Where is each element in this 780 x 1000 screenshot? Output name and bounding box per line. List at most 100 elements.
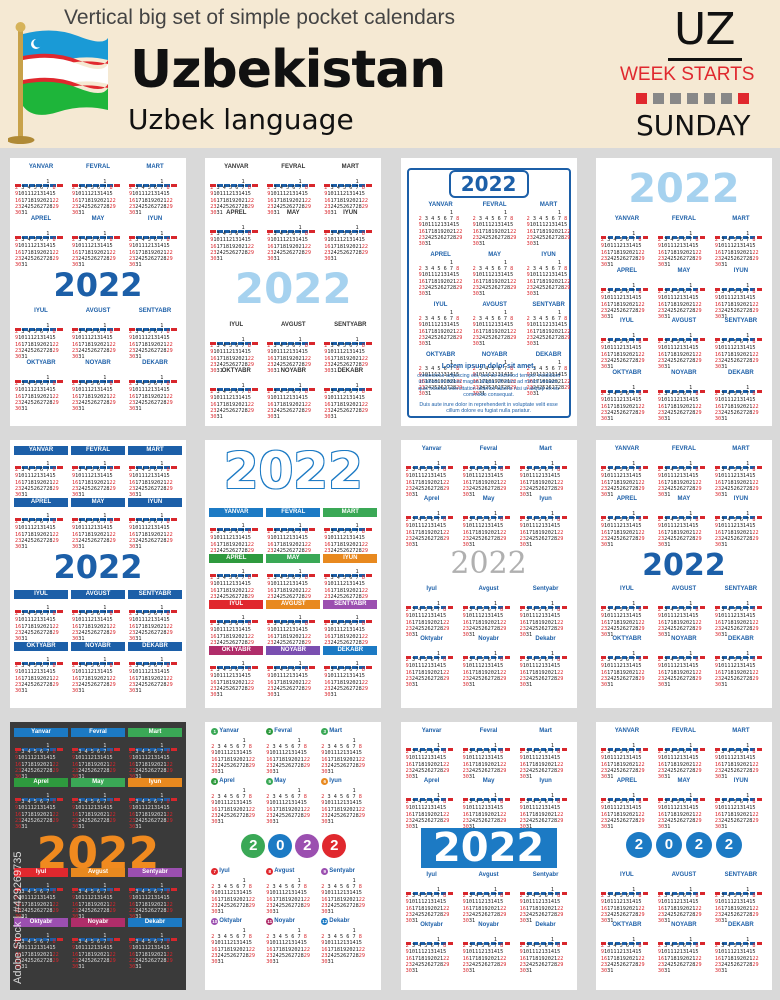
month-label: MART bbox=[146, 164, 164, 170]
month-label: Iyul bbox=[426, 872, 437, 878]
weekday-header bbox=[129, 738, 178, 751]
month-days: 1 2 3 4 5 6 7 8 9101112131415 1617181920… bbox=[15, 605, 59, 643]
weekday-header bbox=[129, 652, 178, 665]
month-days: 1 2 3 4 5 6 7 8 9101112131415 1617181920… bbox=[657, 333, 702, 371]
weekday-header bbox=[600, 788, 650, 801]
month-label: MAY bbox=[266, 554, 321, 563]
month-label: SENTYABR bbox=[128, 590, 182, 599]
month-label: OKTYABR bbox=[209, 646, 264, 655]
weekday-header bbox=[15, 878, 64, 891]
month-days: 1 2 3 4 5 6 7 8 9101112131415 1617181920… bbox=[714, 651, 759, 689]
month-label: YANVAR bbox=[209, 508, 264, 517]
year-digit-circle: 0 bbox=[268, 834, 293, 858]
month-label: Dekabr bbox=[128, 918, 182, 927]
month-days: 1 2 3 4 5 6 7 8 9101112131415 1617181920… bbox=[324, 661, 369, 699]
month-days: 1 2 3 4 5 6 7 8 9101112131415 1617181920… bbox=[600, 937, 645, 975]
weekday-header bbox=[714, 596, 764, 609]
month-days: 1 2 3 4 5 6 7 8 9101112131415 1617181920… bbox=[129, 323, 173, 361]
month-label: Avgust bbox=[478, 586, 499, 592]
month-label: APREL bbox=[616, 268, 638, 274]
weekday-header bbox=[129, 318, 178, 331]
weekday-header bbox=[267, 332, 316, 345]
weekday-header bbox=[657, 596, 707, 609]
month-days: 1 2 3 4 5 6 7 8 9101112131415 1617181920… bbox=[657, 283, 702, 321]
month-days: 1 2 3 4 5 6 7 8 9101112131415 1617181920… bbox=[462, 511, 507, 549]
month-days: 1 2 3 4 5 6 7 8 9101112131415 1617181920… bbox=[714, 461, 759, 499]
page-title: Uzbekistan bbox=[130, 40, 446, 100]
weekday-header bbox=[15, 174, 64, 187]
month-days: 1 2 3 4 5 6 7 8 9101112131415 1617181920… bbox=[72, 657, 116, 695]
month-label: AVGUST bbox=[671, 318, 697, 324]
month-days: 1 2 3 4 5 6 7 8 9101112131415 1617181920… bbox=[600, 385, 645, 423]
month-label: MAY bbox=[677, 778, 691, 784]
weekday-header bbox=[129, 456, 178, 469]
weekday-header bbox=[405, 456, 455, 469]
language-label: Uzbek language bbox=[128, 103, 354, 136]
header: Vertical big set of simple pocket calend… bbox=[0, 0, 780, 148]
weekday-header bbox=[72, 174, 121, 187]
weekday-header bbox=[72, 652, 121, 665]
month-label: IYUN bbox=[323, 554, 378, 563]
weekday-squares bbox=[636, 93, 749, 104]
month-days: 1 2 3 4 5 6 7 8 9101112131415 1617181920… bbox=[266, 878, 311, 916]
month-days: 1 2 3 4 5 6 7 8 9101112131415 1617181920… bbox=[657, 461, 702, 499]
month-label: AVGUST bbox=[85, 308, 111, 314]
weekday-header bbox=[519, 788, 569, 801]
month-days: 1 2 3 4 5 6 7 8 9101112131415 1617181920… bbox=[657, 601, 702, 639]
month-label: MAY bbox=[91, 216, 105, 222]
month-label: Iyul bbox=[426, 586, 437, 592]
month-label: APREL bbox=[14, 498, 68, 507]
month-days: 1 2 3 4 5 6 7 8 9101112131415 1617181920… bbox=[519, 461, 564, 499]
month-label: OKTYABR bbox=[612, 922, 642, 928]
weekday-header bbox=[405, 932, 455, 945]
calendar-card-10: 1 Yanvar 1 2 3 4 5 6 7 8 9101112131415 16… bbox=[205, 722, 382, 990]
month-days: 1 2 3 4 5 6 7 8 9101112131415 1617181920… bbox=[600, 793, 645, 831]
weekday-header bbox=[714, 932, 764, 945]
month-days: 1 2 3 4 5 6 7 8 9101112131415 1617181920… bbox=[210, 337, 255, 375]
weekday-header bbox=[600, 278, 650, 291]
weekday-header bbox=[15, 226, 64, 239]
month-label: Mart bbox=[539, 446, 552, 452]
weekday-header bbox=[129, 928, 178, 941]
month-days: 1 2 3 4 5 6 7 8 9101112131415 1617181920… bbox=[15, 933, 59, 971]
month-label: MART bbox=[539, 202, 558, 208]
month-label: Iyun bbox=[329, 778, 342, 784]
month-label: Oktyabr bbox=[14, 918, 68, 927]
month-label: IYUL bbox=[620, 318, 634, 324]
month-label: MAY bbox=[71, 498, 125, 507]
month-label: IYUN bbox=[733, 778, 749, 784]
month-label: AVGUST bbox=[266, 600, 321, 609]
weekday-header bbox=[324, 378, 373, 391]
month-label: Fevral bbox=[274, 728, 292, 734]
month-days: 1 2 3 4 5 6 7 8 9101112131415 1617181920… bbox=[519, 601, 564, 639]
month-label: AVGUST bbox=[671, 872, 697, 878]
month-days: 1 2 3 4 5 6 7 8 9101112131415 1617181920… bbox=[600, 511, 645, 549]
month-days: 1 2 3 4 5 6 7 8 9101112131415 1617181920… bbox=[72, 231, 116, 269]
month-label: IYUL bbox=[34, 308, 48, 314]
weekday-header bbox=[600, 932, 650, 945]
month-label: DEKABR bbox=[323, 646, 378, 655]
month-days: 1 2 3 4 5 6 7 8 9101112131415 1617181920… bbox=[211, 878, 256, 916]
month-label: YANVAR bbox=[224, 164, 249, 170]
month-days: 1 2 3 4 5 6 7 8 9101112131415 1617181920… bbox=[714, 743, 759, 781]
month-days: 1 2 3 4 5 6 7 8 9101112131415 1617181920… bbox=[714, 937, 759, 975]
calendar-card-6: 2022 YANVAR 1 2 3 4 5 6 7 8 9101112131415… bbox=[205, 440, 382, 708]
weekday-header bbox=[519, 506, 569, 519]
month-days: 1 2 3 4 5 6 7 8 9101112131415 1617181920… bbox=[600, 461, 645, 499]
month-days: 1 2 3 4 5 6 7 8 9101112131415 1617181920… bbox=[211, 788, 256, 826]
month-days: 1 2 3 4 5 6 7 8 9101112131415 1617181920… bbox=[472, 360, 517, 398]
month-days: 1 2 3 4 5 6 7 8 9101112131415 1617181920… bbox=[72, 513, 116, 551]
subtitle: Vertical big set of simple pocket calend… bbox=[64, 6, 456, 29]
weekday-header bbox=[714, 328, 764, 341]
month-label: Sentyabr bbox=[532, 872, 559, 878]
weekday-header bbox=[15, 456, 64, 469]
month-days: 1 2 3 4 5 6 7 8 9101112131415 1617181920… bbox=[210, 383, 255, 421]
month-label: May bbox=[482, 496, 495, 502]
weekday-header bbox=[210, 610, 259, 623]
month-number-dot: 9 bbox=[321, 868, 329, 875]
month-number-dot: 8 bbox=[266, 868, 274, 875]
calendar-card-4: 2022 YANVAR 1 2 3 4 5 6 7 8 9101112131415… bbox=[595, 158, 772, 426]
month-days: 1 2 3 4 5 6 7 8 9101112131415 1617181920… bbox=[405, 887, 450, 925]
month-label: Yanvar bbox=[14, 728, 68, 737]
weekday-header bbox=[462, 596, 512, 609]
